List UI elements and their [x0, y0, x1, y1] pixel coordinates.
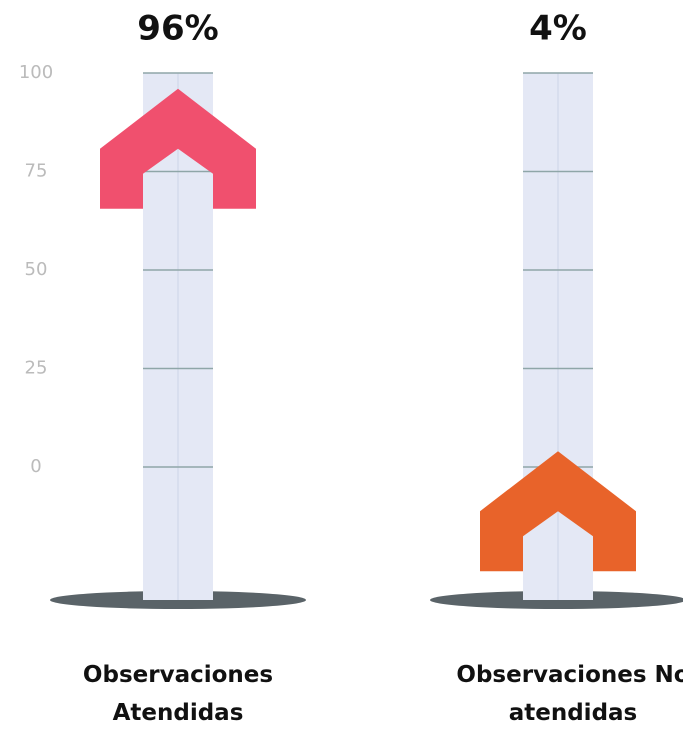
- value-label: 4%: [529, 9, 587, 49]
- category-label: Observaciones No atendidas: [453, 656, 683, 732]
- y-tick-label: 25: [25, 358, 48, 379]
- y-tick-label: 50: [25, 259, 48, 280]
- chart: 0 25 50 75 100 96% 4% Observaciones Atendidas O…: [0, 0, 683, 740]
- value-label: 96%: [137, 9, 218, 49]
- y-tick-label: 100: [19, 62, 53, 83]
- chart-svg: 0 25 50 75 100 96% 4%: [0, 0, 683, 740]
- category-label: Observaciones Atendidas: [58, 656, 298, 732]
- y-tick-label: 0: [30, 456, 41, 477]
- y-tick-label: 75: [25, 161, 48, 182]
